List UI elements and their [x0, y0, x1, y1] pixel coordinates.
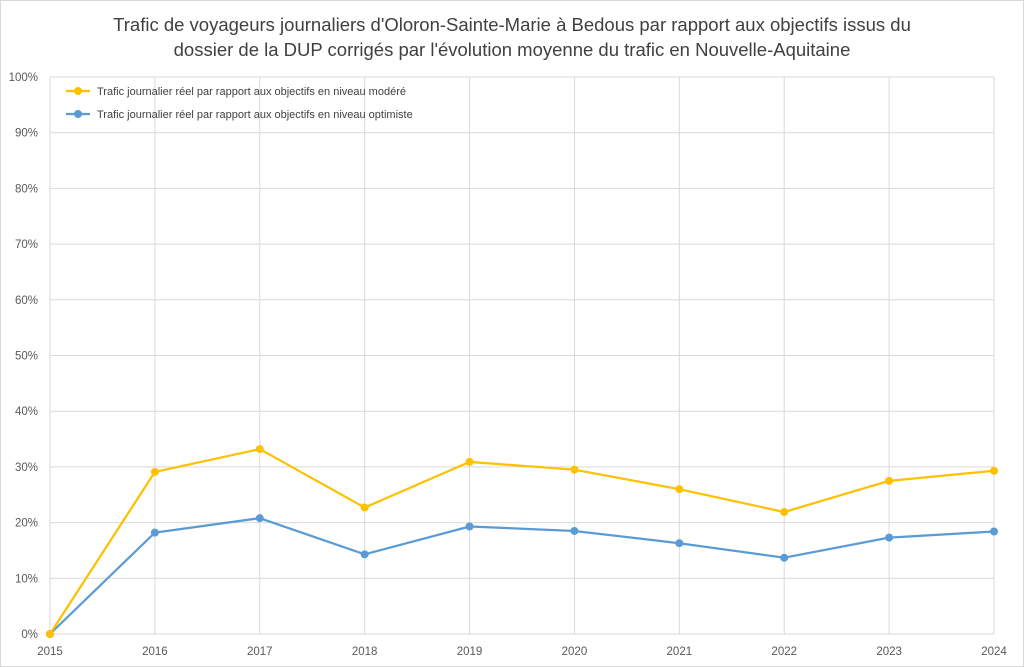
y-axis-tick-labels: 0% 10% 20% 30% 40% 50% 60% 70% 80% 90% 100%	[9, 72, 38, 641]
y-tick-label: 50%	[15, 351, 38, 363]
data-point	[570, 465, 579, 474]
data-point	[255, 514, 264, 523]
data-point	[360, 550, 369, 559]
data-point	[780, 553, 789, 562]
series-line	[48, 517, 996, 636]
x-tick-label: 2017	[247, 646, 273, 658]
chart-title-line-2: dossier de la DUP corrigés par l'évoluti…	[173, 39, 851, 60]
data-point	[46, 630, 54, 638]
series-lines	[46, 445, 998, 638]
data-point	[150, 528, 159, 537]
x-tick-label: 2024	[981, 646, 1007, 658]
series-0	[46, 445, 998, 638]
data-point	[675, 485, 684, 494]
data-point	[570, 526, 579, 535]
legend: Trafic journalier réel par rapport aux o…	[66, 86, 413, 121]
y-tick-label: 10%	[15, 573, 38, 585]
data-point	[360, 503, 369, 512]
series-1	[46, 514, 998, 638]
data-point	[885, 533, 894, 542]
data-point	[675, 539, 684, 548]
y-tick-label: 70%	[15, 239, 38, 251]
legend-marker	[74, 87, 82, 95]
data-point	[465, 522, 474, 531]
legend-label: Trafic journalier réel par rapport aux o…	[97, 86, 406, 98]
data-point	[465, 457, 474, 466]
series-line	[48, 447, 996, 636]
x-axis-tick-labels: 2015 2016 2017 2018 2019 2020 2021 2022 2023 2024	[37, 646, 1007, 658]
y-tick-label: 100%	[9, 72, 38, 84]
data-point	[885, 476, 894, 485]
legend-entry-0: Trafic journalier réel par rapport aux o…	[66, 86, 406, 98]
y-tick-label: 0%	[21, 629, 38, 641]
legend-entry-1: Trafic journalier réel par rapport aux o…	[66, 109, 413, 121]
x-tick-label: 2019	[457, 646, 483, 658]
x-tick-label: 2021	[667, 646, 693, 658]
x-tick-label: 2015	[37, 646, 63, 658]
data-point	[990, 466, 998, 475]
data-point	[990, 527, 998, 536]
x-tick-label: 2018	[352, 646, 378, 658]
legend-label: Trafic journalier réel par rapport aux o…	[97, 109, 413, 121]
legend-marker	[74, 110, 82, 118]
x-tick-label: 2020	[562, 646, 588, 658]
y-tick-label: 80%	[15, 183, 38, 195]
data-point	[780, 508, 789, 517]
x-tick-label: 2016	[142, 646, 168, 658]
chart-title-line-1: Trafic de voyageurs journaliers d'Oloron…	[113, 14, 911, 35]
gridlines	[49, 76, 995, 635]
chart-title: Trafic de voyageurs journaliers d'Oloron…	[0, 12, 1024, 62]
y-tick-label: 20%	[15, 518, 38, 530]
y-tick-label: 40%	[15, 406, 38, 418]
data-point	[150, 467, 159, 476]
x-tick-label: 2023	[876, 646, 902, 658]
data-point	[255, 445, 264, 454]
x-tick-label: 2022	[771, 646, 797, 658]
y-tick-label: 30%	[15, 462, 38, 474]
y-tick-label: 60%	[15, 295, 38, 307]
y-tick-label: 90%	[15, 128, 38, 140]
